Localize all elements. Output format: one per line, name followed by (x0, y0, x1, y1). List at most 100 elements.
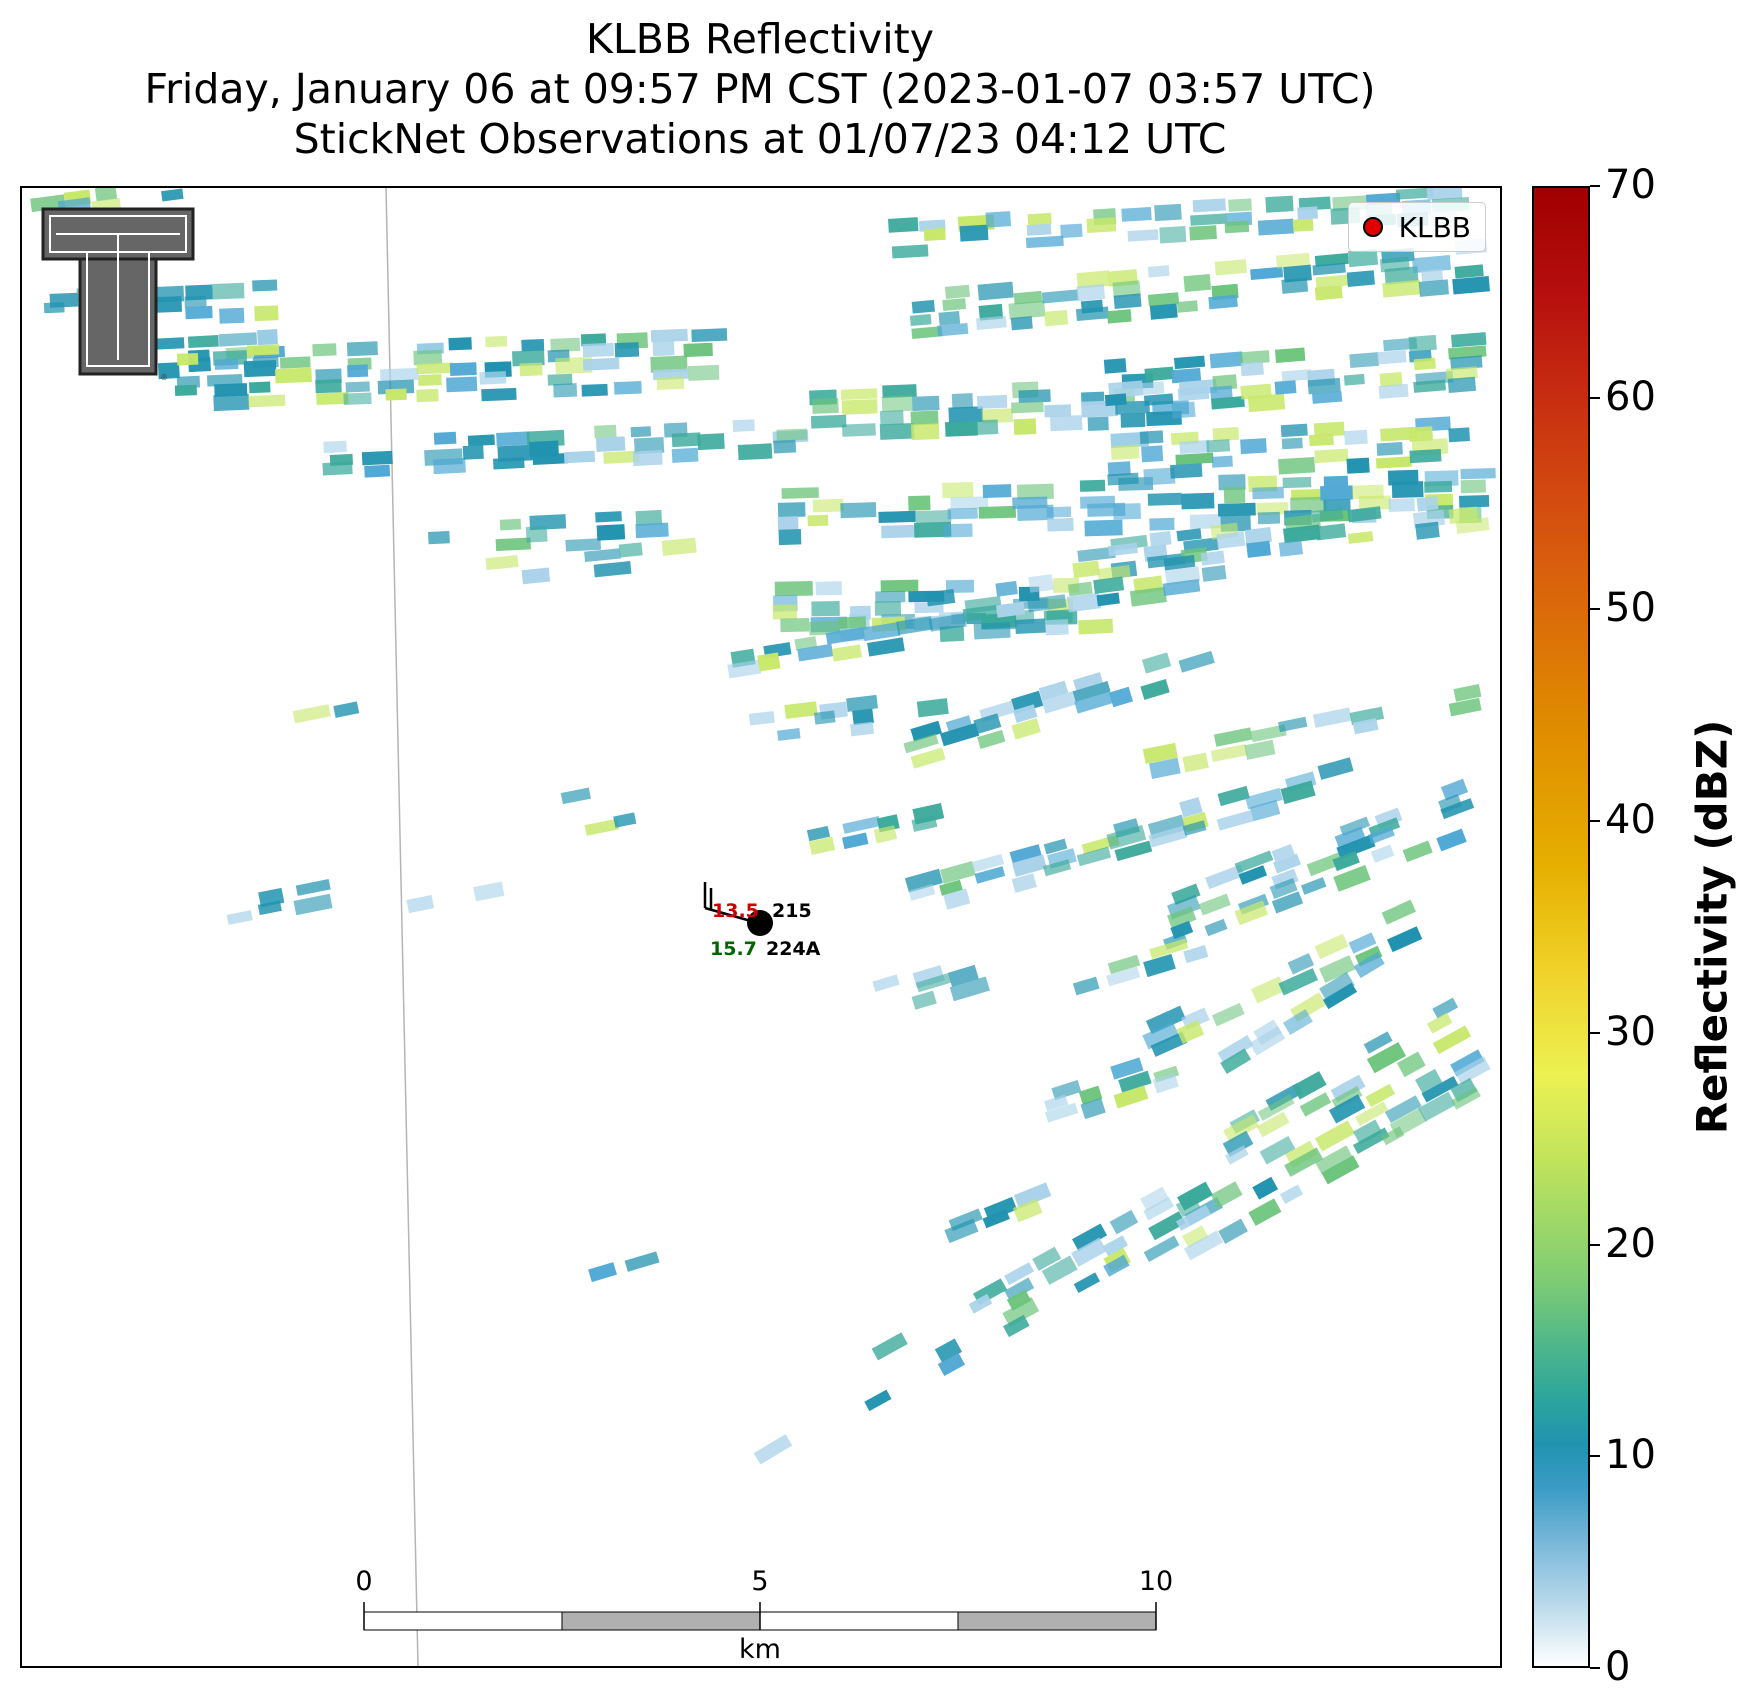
radar-bin (1256, 501, 1289, 516)
radar-bin (1388, 498, 1415, 512)
radar-bin (185, 305, 213, 320)
radar-bin (343, 392, 372, 405)
radar-bin (1239, 350, 1270, 365)
radar-bin (1343, 373, 1365, 386)
radar-bin (1292, 1071, 1327, 1100)
radar-bin (252, 279, 278, 292)
radar-bin (1281, 277, 1309, 294)
title-line-1: KLBB Reflectivity (586, 15, 934, 63)
svg-text:®: ® (160, 373, 168, 382)
radar-bin (985, 211, 1012, 228)
radar-bin (1210, 744, 1248, 762)
radar-bin (1292, 218, 1314, 232)
radar-bin (915, 510, 952, 523)
radar-bin (630, 426, 652, 438)
radar-bin (462, 445, 484, 460)
radar-bin (962, 604, 1001, 622)
radar-bin (214, 358, 239, 370)
radar-bin (937, 322, 969, 337)
radar-bin (1452, 276, 1491, 295)
radar-bin (174, 384, 197, 396)
radar-bin (1421, 1075, 1459, 1103)
radar-bin (1118, 1070, 1152, 1093)
radar-bin (1234, 850, 1274, 874)
radar-bin (1280, 780, 1316, 805)
radar-bin (1217, 785, 1250, 807)
radar-bin (794, 636, 818, 651)
radar-bin (249, 381, 271, 394)
title-line-2: Friday, January 06 at 09:57 PM CST (2023… (144, 65, 1376, 113)
radar-bin (1354, 1101, 1389, 1127)
radar-bin (1322, 982, 1358, 1010)
radar-bin (1334, 826, 1366, 849)
radar-bin (671, 447, 699, 463)
radar-bin (811, 600, 840, 617)
radar-bin (976, 315, 1007, 330)
radar-bin (1109, 1209, 1139, 1235)
radar-bin (1347, 506, 1382, 523)
radar-bin (773, 439, 797, 454)
radar-bin (978, 303, 1004, 321)
radar-bin (257, 900, 282, 916)
radar-bin (347, 364, 369, 378)
radar-bin (1309, 433, 1334, 447)
radar-bin (550, 337, 581, 353)
radar-bin (1244, 787, 1283, 810)
radar-bin (212, 282, 245, 300)
radar-bin (1198, 893, 1231, 916)
radar-bin (1102, 1235, 1128, 1257)
radar-bin (218, 332, 258, 347)
radar-bin (939, 625, 965, 642)
radar-bin (1025, 235, 1064, 249)
radar-bin (996, 601, 1026, 618)
radar-bin (1240, 438, 1267, 455)
radar-bin (981, 408, 1014, 424)
radar-bin (406, 894, 435, 914)
radar-bin (1032, 1246, 1062, 1271)
radar-bin (1192, 198, 1226, 213)
radar-bin (911, 299, 935, 314)
radar-bin (757, 652, 781, 672)
radar-bin (1189, 513, 1222, 530)
radar-bin (1387, 926, 1423, 953)
colorbar-tick-70 (1590, 185, 1600, 187)
radar-bin (974, 866, 1006, 884)
radar-bin (361, 450, 393, 466)
radar-bin (1379, 372, 1403, 387)
radar-bin (614, 342, 640, 358)
radar-bin (511, 350, 545, 367)
radar-bin (1381, 899, 1416, 925)
radar-bin (417, 374, 442, 386)
radar-bin (345, 381, 370, 393)
radar-bin (1275, 347, 1306, 363)
klbb-marker-icon (1362, 217, 1383, 237)
radar-bin (1413, 357, 1436, 371)
radar-bin (1148, 825, 1188, 848)
radar-bin (1113, 293, 1142, 310)
radar-bin (1106, 824, 1147, 850)
radar-map[interactable]: ® KLBB 13.5 215 15.7 224A 0 5 10 km (20, 186, 1502, 1668)
radar-bin (176, 352, 199, 366)
radar-bin (1015, 618, 1047, 634)
radar-bin (473, 881, 505, 902)
radar-bin (982, 1209, 1010, 1229)
radar-bin (1002, 1314, 1030, 1338)
radar-bin (247, 344, 280, 356)
radar-bin (882, 384, 917, 398)
radar-bin (1183, 273, 1212, 292)
scale-bar-segment-4 (957, 1611, 1157, 1631)
radar-bin (433, 457, 466, 475)
radar-bin (1142, 1021, 1180, 1050)
radar-bin (1315, 274, 1349, 289)
radar-bin (1012, 1198, 1043, 1223)
scale-bar-unit: km (739, 1634, 781, 1665)
radar-bin (1391, 481, 1424, 498)
radar-bin (1149, 303, 1178, 320)
radar-bin (1224, 220, 1250, 234)
radar-reflectivity-layer (30, 188, 1496, 1666)
radar-bin (1328, 1094, 1366, 1124)
radar-bin (1332, 850, 1360, 872)
radar-bin (840, 502, 877, 519)
radar-bin (1315, 523, 1347, 541)
radar-bin (1013, 1182, 1052, 1209)
